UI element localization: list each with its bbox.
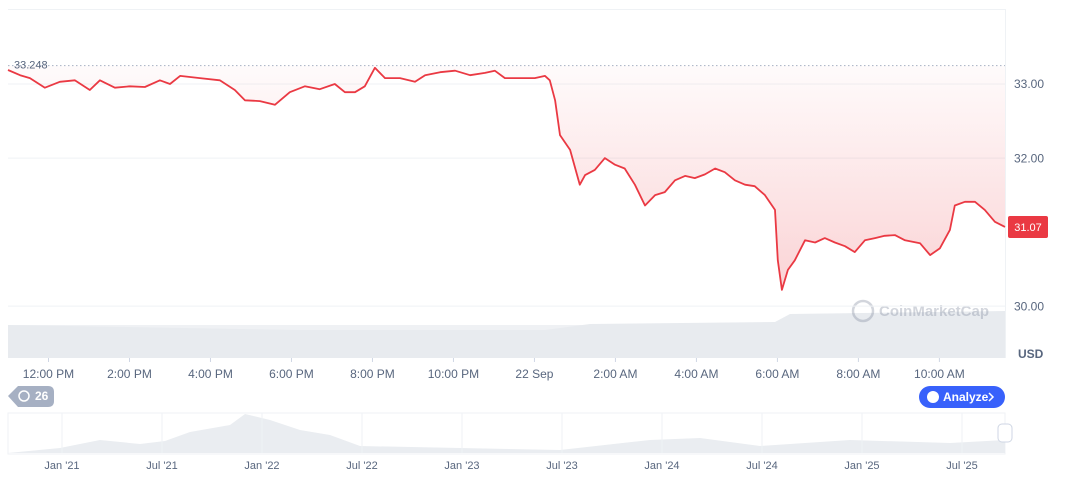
events-count: 26 [35,389,49,403]
navigator-label: Jul '23 [546,460,577,472]
x-tick-label: 4:00 AM [674,367,718,381]
navigator-label: Jul '22 [346,460,377,472]
watermark-text: CoinMarketCap [879,303,989,320]
y-tick-label: 30.00 [1014,299,1044,313]
navigator-label: Jan '24 [644,460,679,472]
x-tick-label: 4:00 PM [188,367,233,381]
button-chevron [988,392,995,402]
button-icon [927,391,939,403]
watermark: CoinMarketCap [851,299,989,323]
x-tick-label: 22 Sep [515,367,553,381]
last-price-badge [1008,215,1048,238]
last-price-label: 31.07 [1014,222,1042,234]
navigator-label: Jan '23 [444,460,479,472]
navigator-label: Jan '21 [44,460,79,472]
navigator-label: Jul '25 [946,460,977,472]
x-tick-label: 10:00 AM [914,367,965,381]
navigator-label: Jan '22 [244,460,279,472]
y-unit: USD [1018,347,1044,361]
navigator-label: Jul '24 [746,460,777,472]
baseline-label: 33.248 [14,60,48,72]
y-tick-label: 33.00 [1014,77,1044,91]
analyze-button[interactable]: Analyze [919,386,1005,408]
navigator-area [8,414,1005,453]
badge-icon [18,390,30,402]
price-line [7,66,1006,291]
area-fill [8,65,1005,290]
events-badge[interactable]: 26 [8,386,54,407]
x-tick-label: 8:00 AM [836,367,880,381]
button-label: Analyze [943,390,989,404]
x-tick-label: 2:00 PM [107,367,152,381]
x-tick-label: 6:00 AM [755,367,799,381]
watermark-logo [851,299,875,323]
x-tick-label: 2:00 AM [593,367,637,381]
x-tick-label: 10:00 PM [428,367,479,381]
y-tick-label: 32.00 [1014,151,1044,165]
x-tick-label: 12:00 PM [23,367,74,381]
x-tick-label: 6:00 PM [269,367,314,381]
navigator-label: Jan '25 [844,460,879,472]
volume-area [8,311,1005,358]
x-tick-label: 8:00 PM [350,367,395,381]
navigator-label: Jul '21 [146,460,177,472]
badge-shape [8,386,54,407]
navigator-handle[interactable] [997,423,1013,443]
button-bg [919,386,1005,408]
